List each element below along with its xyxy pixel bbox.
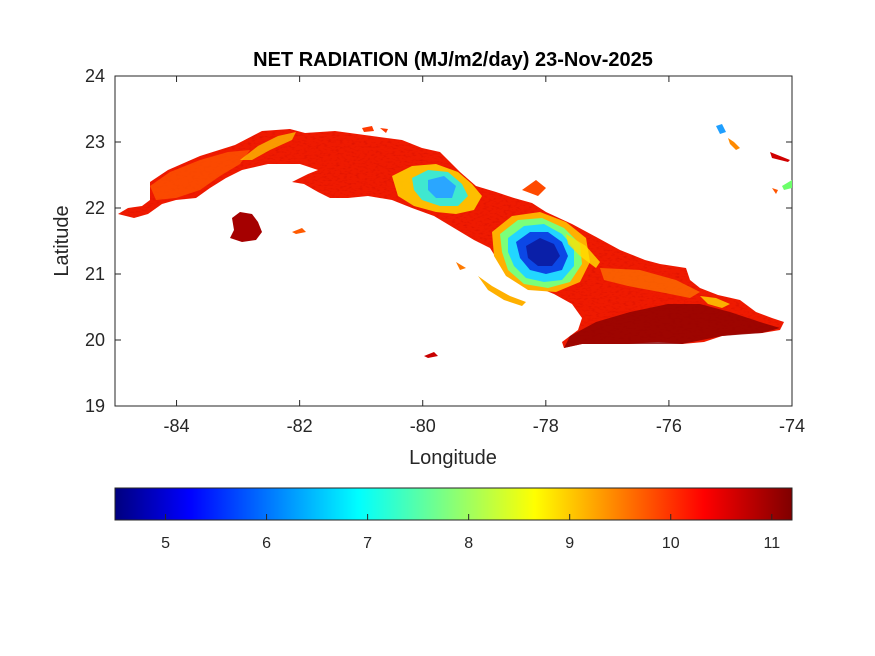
colorbar-tick-label: 6 — [262, 535, 271, 552]
central-east-navy-core — [526, 238, 560, 266]
y-tick-label: 19 — [85, 396, 105, 416]
x-tick-label: -80 — [410, 416, 436, 436]
y-tick-label: 23 — [85, 132, 105, 152]
map-layer — [118, 124, 792, 358]
cay-north-coast — [522, 180, 546, 196]
cay-jardines — [478, 276, 526, 306]
cay-northwest — [362, 126, 374, 132]
bahamas-islet-red-east — [770, 152, 790, 162]
north-central-blue-core — [428, 176, 456, 198]
x-tick-label: -76 — [656, 416, 682, 436]
x-tick-label: -78 — [533, 416, 559, 436]
bahamas-islet-orange-east — [772, 188, 778, 194]
bahamas-islet-orange — [728, 138, 740, 150]
colorbar — [114, 487, 793, 521]
y-tick-label: 22 — [85, 198, 105, 218]
bahamas-islet-blue — [716, 124, 726, 134]
southern-east-dark-band — [564, 304, 780, 348]
colorbar-ticks: 5 6 7 8 9 10 11 — [161, 514, 780, 552]
plot-area — [114, 75, 793, 407]
y-tick-label: 24 — [85, 66, 105, 86]
chart-title: NET RADIATION (MJ/m2/day) 23-Nov-2025 — [253, 49, 653, 71]
x-tick-label: -74 — [779, 416, 805, 436]
western-warm-patch — [150, 150, 250, 200]
coastal-yellow-streak — [566, 234, 600, 268]
y-tick-label: 20 — [85, 330, 105, 350]
oriente-orange-band — [600, 268, 700, 298]
y-axis-label: Latitude — [51, 205, 73, 276]
cay-south-central — [456, 262, 466, 270]
colorbar-tick-label: 11 — [763, 535, 780, 552]
isla-de-la-juventud — [230, 212, 262, 242]
colorbar-tick-label: 7 — [363, 535, 372, 552]
colorbar-tick-label: 8 — [464, 535, 473, 552]
y-tick-label: 21 — [85, 264, 105, 284]
cay-north — [380, 128, 388, 133]
colorbar-tick-label: 5 — [161, 535, 170, 552]
x-axis: -84 -82 -80 -78 -76 -74 — [164, 76, 805, 436]
y-axis: 19 20 21 22 23 24 — [85, 66, 792, 416]
bahamas-islet-green — [782, 180, 792, 190]
cuba-main-island-texture — [118, 129, 784, 348]
x-axis-label: Longitude — [409, 447, 497, 469]
cay-south-far — [424, 352, 438, 358]
cay-south-west — [292, 228, 306, 234]
x-tick-label: -82 — [287, 416, 313, 436]
north-coast-yellow-streak — [700, 296, 730, 308]
colorbar-tick-label: 10 — [662, 535, 680, 552]
pinar-yellow-strip — [240, 132, 296, 160]
x-tick-label: -84 — [164, 416, 190, 436]
colorbar-tick-label: 9 — [565, 535, 574, 552]
